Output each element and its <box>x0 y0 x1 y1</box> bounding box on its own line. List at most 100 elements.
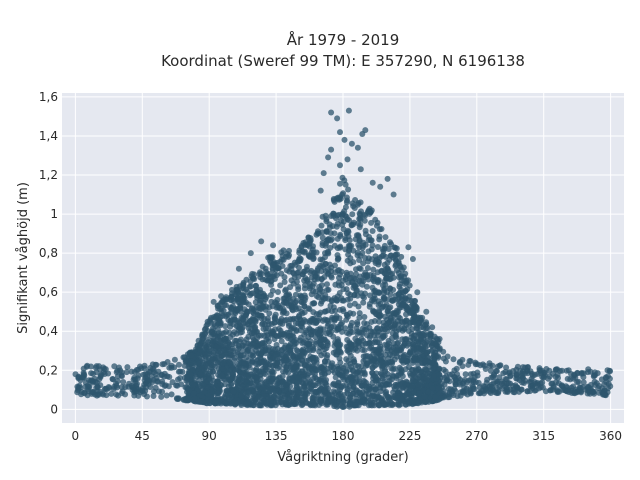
data-point <box>285 369 292 376</box>
data-point <box>265 335 271 341</box>
data-point <box>300 240 307 246</box>
data-point <box>578 389 585 396</box>
data-point <box>156 388 162 395</box>
data-point <box>348 140 355 147</box>
data-point <box>355 220 362 227</box>
data-point <box>318 276 325 283</box>
data-point <box>511 389 518 396</box>
data-point <box>602 392 609 399</box>
data-point <box>197 370 204 377</box>
y-tick-label: 0 <box>50 402 58 416</box>
x-tick-label: 270 <box>465 429 488 443</box>
data-point <box>250 388 257 395</box>
data-point <box>164 373 171 380</box>
data-point <box>222 323 229 330</box>
data-point <box>335 325 342 332</box>
data-point <box>319 229 326 236</box>
data-point <box>362 231 369 238</box>
data-point <box>323 399 330 406</box>
data-point <box>402 392 409 399</box>
data-point <box>572 374 579 381</box>
data-point <box>382 390 389 397</box>
data-point <box>395 314 402 320</box>
data-point <box>538 367 545 374</box>
data-point <box>373 370 380 377</box>
data-point <box>361 314 368 320</box>
data-point <box>295 286 302 293</box>
data-point <box>356 310 363 317</box>
data-point <box>354 369 361 376</box>
data-point <box>357 199 364 206</box>
data-point <box>362 357 369 363</box>
data-point <box>320 170 327 177</box>
data-point <box>217 381 224 388</box>
data-point <box>290 315 297 322</box>
data-point <box>209 368 216 375</box>
data-point <box>425 358 432 365</box>
data-point <box>352 282 359 289</box>
data-point <box>351 300 358 307</box>
data-point <box>377 384 384 391</box>
data-point <box>417 346 424 353</box>
chart-title-line-1: År 1979 - 2019 <box>287 30 400 49</box>
data-point <box>336 282 342 289</box>
data-point <box>420 339 427 346</box>
data-point <box>190 381 197 388</box>
data-point <box>101 371 108 377</box>
data-point <box>440 366 447 373</box>
data-point <box>230 388 237 395</box>
data-point <box>548 380 555 387</box>
data-point <box>292 291 299 298</box>
data-point <box>368 319 375 325</box>
data-point <box>398 253 405 260</box>
data-point <box>314 267 321 274</box>
data-point <box>475 390 482 397</box>
data-point <box>335 365 342 372</box>
data-point <box>301 317 308 323</box>
y-tick-labels: 0 0,2 0,4 0,6 0,8 1 1,2 1,4 1,6 <box>39 90 58 416</box>
data-point <box>301 248 308 255</box>
data-point <box>365 248 372 255</box>
data-point <box>357 390 364 397</box>
data-point <box>152 361 159 368</box>
data-point <box>275 375 282 382</box>
data-point <box>580 374 587 381</box>
data-point <box>347 352 354 359</box>
data-point <box>295 352 302 359</box>
data-point <box>304 340 311 347</box>
data-point <box>247 283 254 290</box>
data-point <box>190 390 197 397</box>
data-point <box>226 359 233 366</box>
data-point <box>309 343 316 350</box>
data-point <box>322 295 329 302</box>
data-point <box>410 378 417 384</box>
data-point <box>364 362 371 369</box>
data-point <box>301 268 308 275</box>
data-point <box>355 398 362 405</box>
data-point <box>359 383 366 390</box>
data-point <box>310 249 317 256</box>
data-point <box>261 359 268 365</box>
data-point <box>312 318 319 324</box>
data-point <box>347 391 354 398</box>
data-point <box>102 366 109 373</box>
data-point <box>242 365 249 372</box>
data-point <box>174 396 181 402</box>
data-point <box>416 390 423 397</box>
data-point <box>571 390 578 397</box>
data-point <box>265 347 272 354</box>
data-point <box>283 316 290 323</box>
data-point <box>588 381 594 388</box>
data-point <box>379 333 386 340</box>
data-point <box>359 131 366 137</box>
data-point <box>83 363 90 370</box>
y-tick-label: 1,6 <box>39 90 58 104</box>
data-point <box>298 308 305 315</box>
data-point <box>257 274 264 281</box>
data-point <box>349 211 356 218</box>
data-point <box>438 395 445 401</box>
data-point <box>350 310 357 317</box>
data-point <box>323 377 330 383</box>
data-point <box>306 370 313 377</box>
